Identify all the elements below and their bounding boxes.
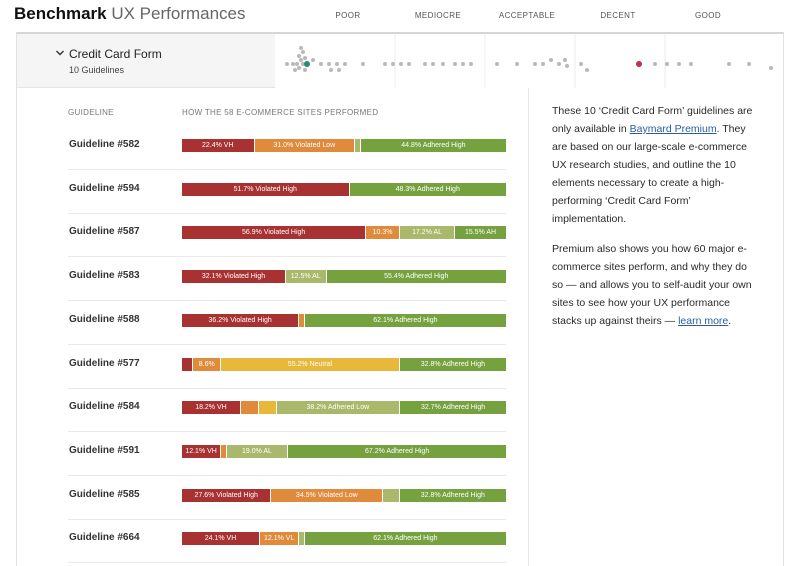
bar-segment-adhered-low xyxy=(355,139,361,152)
performance-bar: 56.9% Violated High 10.3% 17.2% AL 15.5% AH xyxy=(182,226,506,240)
guideline-label[interactable]: Guideline #584 xyxy=(69,401,140,413)
section-subtitle: 10 Guidelines xyxy=(69,65,125,75)
bar-segment-adhered-high: 62.1% Adhered High xyxy=(304,532,506,546)
bar-segment-adhered-high: 62.1% Adhered High xyxy=(304,313,506,327)
bar-segment-violated-high: 51.7% Violated High xyxy=(182,182,350,196)
page-title-light: UX Performances xyxy=(111,4,246,23)
bar-segment-adhered-low: 17.2% AL xyxy=(399,226,456,240)
premium-text-1-end: . They are based on our large-scale e-co… xyxy=(552,123,747,225)
bar-segment-adhered-low: 19.0% AL xyxy=(226,444,289,458)
guideline-row[interactable]: Guideline #583 32.1% Violated High 12.5% A… xyxy=(68,257,506,302)
guideline-label[interactable]: Guideline #664 xyxy=(69,532,140,544)
bar-segment-adhered-high: 67.2% Adhered High xyxy=(288,444,506,458)
guideline-row[interactable]: Guideline #588 36.2% Violated High 62.1% A… xyxy=(68,301,506,345)
bar-segment-adhered-high: 55.4% Adhered High xyxy=(326,270,506,284)
bar-segment-adhered-high: 15.5% AH xyxy=(455,226,506,240)
performance-bar: 27.6% Violated High 34.5% Violated Low 32.… xyxy=(182,488,506,502)
bar-segment-violated-high xyxy=(182,357,194,371)
bar-segment-violated-low: 10.3% xyxy=(366,226,400,240)
scale-label-decent: DECENT xyxy=(600,11,636,20)
bar-segment-adhered-low xyxy=(299,532,305,546)
bar-segment-violated-high: 27.6% Violated High xyxy=(182,488,272,502)
scale-label-mediocre: MEDIOCRE xyxy=(414,11,462,20)
guideline-label[interactable]: Guideline #585 xyxy=(69,488,140,500)
guideline-row[interactable]: Guideline #587 56.9% Violated High 10.3% 17… xyxy=(68,213,506,258)
guideline-row[interactable]: Guideline #584 18.2% VH 38.2% Adhered Low 3… xyxy=(68,388,506,433)
column-header-performance: HOW THE 58 E-COMMERCE SITES PERFORMED xyxy=(182,108,379,117)
bar-segment-violated-low xyxy=(240,401,259,415)
bar-segment-violated-high: 36.2% Violated High xyxy=(182,313,300,327)
bar-segment-adhered-low: 12.5% AL xyxy=(286,270,327,284)
premium-text-1: These 10 ‘Credit Card Form’ guidelines a… xyxy=(552,105,753,135)
performance-bar: 24.1% VH 12.1% VL 62.1% Adhered High xyxy=(182,532,506,546)
guideline-row[interactable]: Guideline #577 8.6% 55.2% Neutral 32.8% Adh… xyxy=(68,345,506,389)
guideline-label[interactable]: Guideline #594 xyxy=(69,182,140,194)
bar-segment-adhered-high: 32.7% Adhered High xyxy=(400,401,506,415)
performance-bar: 36.2% Violated High 62.1% Adhered High xyxy=(182,313,506,327)
bar-segment-violated-low: 31.0% Violated Low xyxy=(254,139,355,152)
section-title: Credit Card Form xyxy=(69,47,162,61)
performance-bar: 8.6% 55.2% Neutral 32.8% Adhered High xyxy=(182,357,506,371)
guideline-label[interactable]: Guideline #587 xyxy=(69,226,140,238)
bar-segment-violated-low: 34.5% Violated Low xyxy=(271,488,384,502)
guideline-row[interactable]: Guideline #582 22.4% VH 31.0% Violated Low… xyxy=(68,126,506,170)
bar-segment-violated-high: 24.1% VH xyxy=(182,532,261,546)
bar-segment-neutral: 55.2% Neutral xyxy=(221,357,400,371)
top-bar: Benchmark UX Performances POOR MEDIOCRE … xyxy=(0,0,800,34)
bar-segment-adhered-high: 32.8% Adhered High xyxy=(399,357,506,371)
performance-bar: 18.2% VH 38.2% Adhered Low 32.7% Adhered H… xyxy=(182,401,506,415)
premium-text-2: Premium also shows you how 60 major e-co… xyxy=(552,243,752,327)
baymard-premium-link[interactable]: Baymard Premium xyxy=(629,123,717,135)
column-header-guideline: GUIDELINE xyxy=(68,108,114,117)
bar-segment-neutral xyxy=(258,401,277,415)
scale-label-good: GOOD xyxy=(694,11,722,20)
bar-segment-violated-high: 56.9% Violated High xyxy=(182,226,367,240)
learn-more-link[interactable]: learn more xyxy=(678,315,729,327)
bar-segment-violated-high: 12.1% VH xyxy=(182,444,222,458)
bar-segment-adhered-low xyxy=(383,488,400,502)
performance-bar: 32.1% Violated High 12.5% AL 55.4% Adhered… xyxy=(182,270,506,284)
scale-label-acceptable: ACCEPTABLE xyxy=(498,11,556,20)
bar-segment-violated-low: 12.1% VL xyxy=(260,532,300,546)
benchmark-card: Credit Card Form 10 Guidelines xyxy=(16,32,784,566)
performance-bar: 22.4% VH 31.0% Violated Low 44.8% Adhered … xyxy=(182,139,506,152)
bar-segment-adhered-high: 32.8% Adhered High xyxy=(399,488,506,502)
performance-bar: 12.1% VH 19.0% AL 67.2% Adhered High xyxy=(182,444,506,458)
bar-segment-violated-low xyxy=(299,313,305,327)
chevron-down-icon[interactable] xyxy=(55,48,65,58)
guideline-label[interactable]: Guideline #583 xyxy=(69,270,140,282)
guideline-row[interactable]: Guideline #594 51.7% Violated High 48.3% A… xyxy=(68,170,506,214)
guideline-row[interactable]: Guideline #585 27.6% Violated High 34.5% V… xyxy=(68,476,506,520)
bar-segment-adhered-low: 38.2% Adhered Low xyxy=(276,401,401,415)
guideline-label[interactable]: Guideline #577 xyxy=(69,357,140,369)
premium-paragraph-1: These 10 ‘Credit Card Form’ guidelines a… xyxy=(552,102,757,228)
section-header-credit-card-form[interactable]: Credit Card Form 10 Guidelines xyxy=(17,34,783,88)
scale-label-poor: POOR xyxy=(335,11,361,20)
bar-segment-adhered-high: 44.8% Adhered High xyxy=(360,139,506,152)
page-title-bold: Benchmark xyxy=(14,4,107,23)
premium-text-2-end: . xyxy=(728,315,732,327)
dot-plot-graphic xyxy=(285,34,773,88)
bar-segment-violated-low xyxy=(221,444,227,458)
performance-bar: 51.7% Violated High 48.3% Adhered High xyxy=(182,182,506,196)
column-divider xyxy=(528,88,529,566)
premium-paragraph-2: Premium also shows you how 60 major e-co… xyxy=(552,240,757,330)
bar-segment-violated-high: 22.4% VH xyxy=(182,139,255,152)
guideline-label[interactable]: Guideline #588 xyxy=(69,313,140,325)
bar-segment-violated-high: 18.2% VH xyxy=(182,401,241,415)
bar-segment-adhered-high: 48.3% Adhered High xyxy=(349,182,506,196)
bar-segment-violated-high: 32.1% Violated High xyxy=(182,270,286,284)
guideline-label[interactable]: Guideline #582 xyxy=(69,139,140,150)
guideline-row[interactable]: Guideline #591 12.1% VH 19.0% AL 67.2% Adhe… xyxy=(68,432,506,476)
page-title: Benchmark UX Performances xyxy=(14,4,246,24)
bar-segment-violated-low: 8.6% xyxy=(193,357,222,371)
performance-dot-plot xyxy=(275,34,783,88)
guideline-label[interactable]: Guideline #591 xyxy=(69,444,140,456)
premium-info-panel: These 10 ‘Credit Card Form’ guidelines a… xyxy=(552,102,757,342)
guideline-row[interactable]: Guideline #664 24.1% VH 12.1% VL 62.1% Adhe… xyxy=(68,519,506,564)
